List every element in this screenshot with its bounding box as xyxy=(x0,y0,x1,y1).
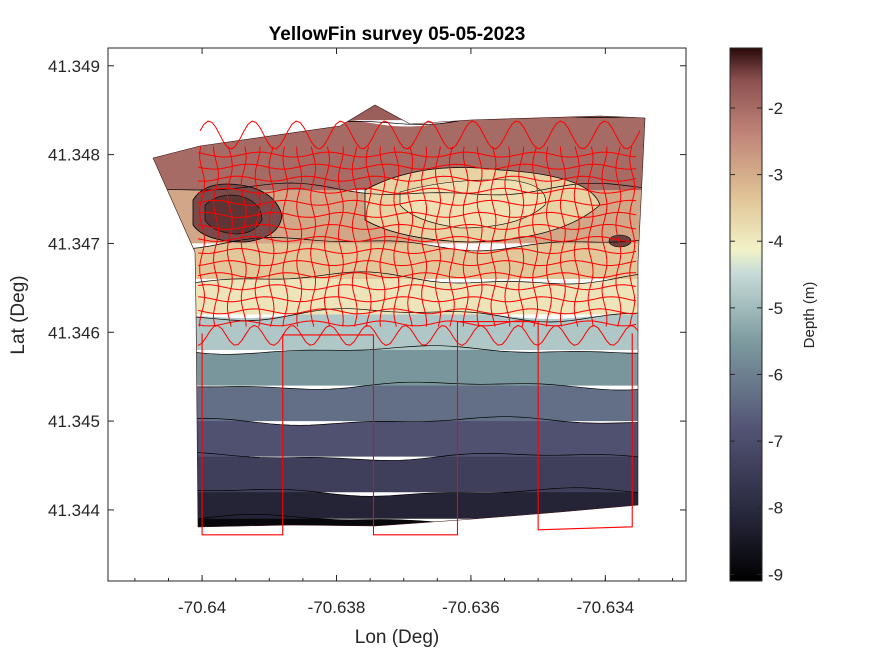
colorbar-tick-label: -8 xyxy=(768,499,783,518)
survey-track xyxy=(197,120,641,536)
colorbar-tick-label: -6 xyxy=(768,365,783,384)
y-tick-label: 41.347 xyxy=(48,234,100,253)
track-line xyxy=(198,296,637,303)
contour-line xyxy=(153,381,645,391)
track-line xyxy=(393,146,400,327)
track-line xyxy=(198,175,637,182)
x-tick-label: -70.636 xyxy=(442,598,500,617)
y-tick-label: 41.348 xyxy=(48,146,100,165)
colorbar-label: Depth (m) xyxy=(801,282,818,349)
chart-title: YellowFin survey 05-05-2023 xyxy=(269,24,526,45)
colorbar xyxy=(729,47,763,582)
x-axis-label: Lon (Deg) xyxy=(355,627,440,648)
track-line xyxy=(198,260,637,267)
track-line xyxy=(351,146,358,327)
x-tick-label: -70.64 xyxy=(178,598,226,617)
track-line xyxy=(545,146,553,327)
track-line xyxy=(198,284,637,291)
contour-line xyxy=(153,451,645,461)
x-tick-label: -70.634 xyxy=(577,598,635,617)
track-line xyxy=(197,324,639,346)
depth-band xyxy=(153,345,645,386)
track-line xyxy=(559,146,566,327)
track-line xyxy=(198,151,637,158)
y-axis-label: Lat (Deg) xyxy=(8,275,29,354)
depth-band xyxy=(153,416,645,457)
track-line xyxy=(615,146,622,327)
track-line xyxy=(198,223,637,230)
contour-line xyxy=(153,416,645,426)
contour-line xyxy=(153,271,645,287)
colorbar-tick-label: -5 xyxy=(768,299,783,318)
track-line xyxy=(198,320,637,327)
track-line xyxy=(199,120,641,150)
track-line xyxy=(198,163,637,170)
track-line xyxy=(197,199,637,206)
track-line xyxy=(476,146,483,327)
track-line xyxy=(197,235,637,243)
contour-line xyxy=(153,308,645,323)
track-line xyxy=(268,146,275,327)
colorbar-ticks: -2 -3 -4 -5 -6 -7 -8 -9 xyxy=(730,99,783,584)
y-tick-label: 41.346 xyxy=(48,323,100,342)
track-line xyxy=(212,146,220,327)
depth-band xyxy=(153,271,645,315)
track-line xyxy=(198,247,637,255)
x-axis: -70.64 -70.638 -70.636 -70.634 xyxy=(134,48,674,617)
y-tick-label: 41.344 xyxy=(48,501,100,520)
colorbar-tick-label: -3 xyxy=(768,166,783,185)
contour-line xyxy=(153,237,645,252)
contour-line xyxy=(153,345,645,355)
depth-band xyxy=(153,237,645,279)
track-line xyxy=(198,187,637,194)
track-line xyxy=(629,146,636,327)
colorbar-tick-label: -2 xyxy=(768,99,783,118)
track-line xyxy=(282,146,289,327)
colorbar-tick-label: -7 xyxy=(768,432,783,451)
x-tick-label: -70.638 xyxy=(308,598,366,617)
colorbar-tick-label: -9 xyxy=(768,565,783,584)
contour-line xyxy=(153,487,645,497)
transect-line xyxy=(201,321,633,536)
track-line xyxy=(421,146,428,327)
depth-band xyxy=(153,487,645,519)
track-line xyxy=(199,146,206,327)
track-line xyxy=(490,146,497,327)
y-axis: 41.344 41.345 41.346 41.347 41.348 41.349 xyxy=(48,57,686,520)
track-line xyxy=(198,211,637,218)
depth-band xyxy=(153,452,645,493)
contour-line xyxy=(153,182,645,196)
depth-band xyxy=(153,382,645,422)
y-tick-label: 41.349 xyxy=(48,57,100,76)
colorbar-tick-label: -4 xyxy=(768,232,783,251)
track-line xyxy=(197,308,637,315)
track-line xyxy=(197,272,637,279)
y-tick-label: 41.345 xyxy=(48,412,100,431)
